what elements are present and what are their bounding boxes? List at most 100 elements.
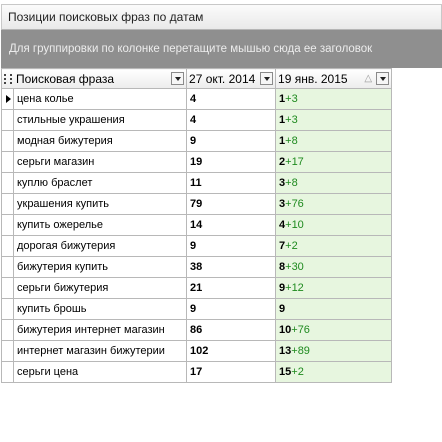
- column-chooser-icon[interactable]: [4, 73, 12, 84]
- cell-position-date1[interactable]: 86: [186, 319, 277, 341]
- cell-position-date2[interactable]: 4+10: [275, 214, 393, 236]
- cell-phrase[interactable]: дорогая бижутерия: [12, 235, 188, 257]
- row-indicator[interactable]: [1, 109, 14, 131]
- position-change: +12: [285, 282, 304, 294]
- position-value: 7: [279, 240, 286, 252]
- cell-position-date2[interactable]: 13+89: [275, 340, 393, 362]
- cell-position-date1[interactable]: 19: [186, 151, 277, 173]
- table-row[interactable]: серьги цена 17 15+2: [1, 361, 393, 383]
- position-value: 10: [279, 324, 292, 336]
- positions-grid: Поисковая фраза 27 окт. 2014 19 янв. 201…: [0, 68, 393, 383]
- position-value: 3: [279, 177, 286, 189]
- cell-phrase[interactable]: купить брошь: [12, 298, 188, 320]
- cell-position-date1[interactable]: 102: [186, 340, 277, 362]
- position-value: 1: [279, 93, 286, 105]
- row-indicator[interactable]: [1, 256, 14, 278]
- cell-position-date1[interactable]: 38: [186, 256, 277, 278]
- cell-phrase[interactable]: интернет магазин бижутерии: [12, 340, 188, 362]
- cell-position-date1[interactable]: 17: [186, 361, 277, 383]
- cell-position-date2[interactable]: 15+2: [275, 361, 393, 383]
- position-value: 3: [279, 198, 286, 210]
- column-header-date2[interactable]: 19 янв. 2015 △: [275, 68, 393, 89]
- row-indicator[interactable]: [1, 151, 14, 173]
- cell-position-date1[interactable]: 9: [186, 298, 277, 320]
- table-row[interactable]: серьги бижутерия 21 9+12: [1, 277, 393, 299]
- group-by-panel[interactable]: Для группировки по колонке перетащите мы…: [1, 30, 442, 68]
- cell-phrase[interactable]: стильные украшения: [12, 109, 188, 131]
- cell-position-date2[interactable]: 1+8: [275, 130, 393, 152]
- row-indicator[interactable]: [1, 235, 14, 257]
- cell-position-date2[interactable]: 9: [275, 298, 393, 320]
- cell-phrase[interactable]: серьги бижутерия: [12, 277, 188, 299]
- cell-position-date2[interactable]: 1+3: [275, 109, 393, 131]
- cell-position-date1[interactable]: 9: [186, 130, 277, 152]
- table-row[interactable]: дорогая бижутерия 9 7+2: [1, 235, 393, 257]
- position-value: 1: [279, 135, 286, 147]
- cell-position-date2[interactable]: 1+3: [275, 88, 393, 110]
- sort-ascending-icon: △: [364, 73, 373, 84]
- table-row[interactable]: стильные украшения 4 1+3: [1, 109, 393, 131]
- position-change: +30: [285, 261, 304, 273]
- cell-phrase[interactable]: бижутерия купить: [12, 256, 188, 278]
- table-row[interactable]: украшения купить 79 3+76: [1, 193, 393, 215]
- filter-dropdown-phrase-icon[interactable]: [171, 72, 185, 85]
- table-row[interactable]: купить брошь 9 9: [1, 298, 393, 320]
- cell-position-date2[interactable]: 7+2: [275, 235, 393, 257]
- cell-phrase[interactable]: украшения купить: [12, 193, 188, 215]
- position-change: +10: [285, 219, 304, 231]
- cell-phrase[interactable]: серьги цена: [12, 361, 188, 383]
- column-header-phrase[interactable]: Поисковая фраза: [0, 68, 188, 89]
- row-indicator[interactable]: [1, 298, 14, 320]
- row-indicator[interactable]: [1, 88, 14, 110]
- cell-phrase[interactable]: цена колье: [12, 88, 188, 110]
- cell-position-date1[interactable]: 4: [186, 88, 277, 110]
- cell-position-date1[interactable]: 11: [186, 172, 277, 194]
- cell-position-date1[interactable]: 79: [186, 193, 277, 215]
- cell-position-date1[interactable]: 14: [186, 214, 277, 236]
- row-indicator[interactable]: [1, 340, 14, 362]
- row-indicator[interactable]: [1, 193, 14, 215]
- row-indicator[interactable]: [1, 361, 14, 383]
- row-indicator[interactable]: [1, 130, 14, 152]
- cell-position-date2[interactable]: 8+30: [275, 256, 393, 278]
- table-row[interactable]: модная бижутерия 9 1+8: [1, 130, 393, 152]
- cell-phrase[interactable]: модная бижутерия: [12, 130, 188, 152]
- position-value: 1: [279, 114, 286, 126]
- current-row-arrow-icon: [6, 95, 11, 103]
- table-row[interactable]: бижутерия интернет магазин 86 10+76: [1, 319, 393, 341]
- cell-position-date1[interactable]: 21: [186, 277, 277, 299]
- cell-phrase[interactable]: бижутерия интернет магазин: [12, 319, 188, 341]
- cell-position-date1[interactable]: 4: [186, 109, 277, 131]
- cell-position-date2[interactable]: 2+17: [275, 151, 393, 173]
- cell-position-date2[interactable]: 3+76: [275, 193, 393, 215]
- cell-position-date2[interactable]: 10+76: [275, 319, 393, 341]
- positions-panel: Позиции поисковых фраз по датам Для груп…: [1, 4, 442, 68]
- position-change: +2: [285, 240, 298, 252]
- table-row[interactable]: интернет магазин бижутерии 102 13+89: [1, 340, 393, 362]
- cell-phrase[interactable]: купить ожерелье: [12, 214, 188, 236]
- grid-body: цена колье 4 1+3 стильные украшения 4 1+3 модн…: [1, 88, 393, 383]
- row-indicator[interactable]: [1, 277, 14, 299]
- row-indicator[interactable]: [1, 214, 14, 236]
- position-value: 15: [279, 366, 292, 378]
- position-change: +76: [285, 198, 304, 210]
- row-indicator[interactable]: [1, 319, 14, 341]
- filter-dropdown-date1-icon[interactable]: [260, 72, 274, 85]
- position-value: 9: [279, 282, 286, 294]
- table-row[interactable]: серьги магазин 19 2+17: [1, 151, 393, 173]
- cell-position-date1[interactable]: 9: [186, 235, 277, 257]
- row-indicator[interactable]: [1, 172, 14, 194]
- position-value: 13: [279, 345, 292, 357]
- table-row[interactable]: цена колье 4 1+3: [1, 88, 393, 110]
- table-row[interactable]: купить ожерелье 14 4+10: [1, 214, 393, 236]
- column-header-date1[interactable]: 27 окт. 2014: [186, 68, 277, 89]
- table-row[interactable]: бижутерия купить 38 8+30: [1, 256, 393, 278]
- table-row[interactable]: куплю браслет 11 3+8: [1, 172, 393, 194]
- cell-position-date2[interactable]: 9+12: [275, 277, 393, 299]
- cell-phrase[interactable]: серьги магазин: [12, 151, 188, 173]
- cell-position-date2[interactable]: 3+8: [275, 172, 393, 194]
- filter-dropdown-date2-icon[interactable]: [376, 72, 390, 85]
- grid-header-row: Поисковая фраза 27 окт. 2014 19 янв. 201…: [0, 68, 393, 89]
- column-header-date1-label: 27 окт. 2014: [189, 71, 256, 86]
- cell-phrase[interactable]: куплю браслет: [12, 172, 188, 194]
